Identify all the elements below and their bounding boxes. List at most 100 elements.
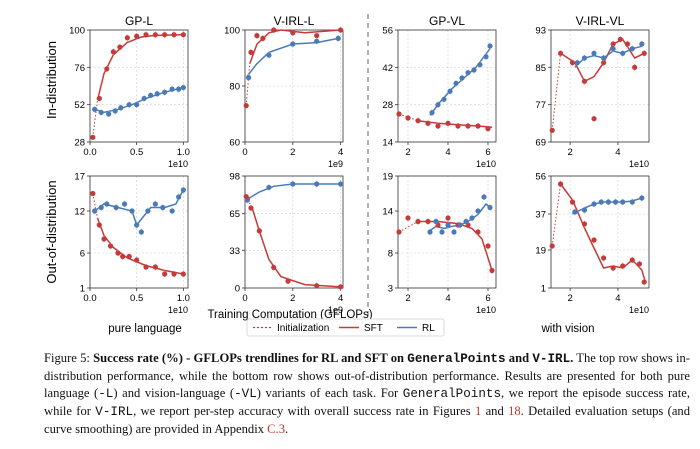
sft-point: [485, 243, 491, 249]
rl-point: [441, 96, 447, 102]
initialization-point: [243, 193, 249, 200]
y-tick-label: 100: [224, 26, 240, 37]
sft-point: [475, 123, 481, 129]
rl-point: [245, 75, 252, 81]
initialization-point: [243, 103, 249, 109]
x-tick-label: 6: [485, 293, 490, 304]
rl-series-line: [427, 202, 491, 233]
x-exponent-label: 1e10: [476, 159, 496, 169]
sft-point: [569, 199, 576, 205]
caption-gp-name: GeneralPoints: [402, 387, 502, 401]
sft-point: [171, 32, 177, 38]
x-tick-label: 1.0: [177, 147, 190, 158]
sft-point: [338, 284, 344, 290]
rl-point: [433, 218, 439, 225]
y-tick-label: 19: [535, 246, 546, 257]
y-tick-label: 93: [535, 26, 546, 37]
legend-init-label: Initialization: [277, 323, 329, 334]
rl-point: [457, 222, 463, 228]
initialization-point: [549, 127, 555, 133]
sft-point: [134, 257, 140, 263]
rl-point: [180, 84, 186, 91]
caption-text-1: The top row shows in-distribution perfor…: [44, 351, 691, 400]
rl-point: [483, 54, 489, 60]
sft-point: [96, 95, 102, 102]
sft-point: [435, 123, 441, 129]
x-tick-label: 0.5: [130, 293, 143, 304]
figure-caption: Figure 5: Success rate (%) - GFLOPs tren…: [44, 350, 690, 438]
rl-point: [145, 208, 151, 214]
rl-point: [591, 201, 597, 207]
sft-point: [107, 243, 114, 249]
y-tick-label: 56: [535, 172, 546, 183]
rl-point: [113, 204, 119, 211]
sft-point: [591, 116, 597, 122]
y-tick-label: 14: [382, 207, 393, 218]
sft-point: [254, 33, 260, 39]
panel-title: V-IRL-L: [274, 14, 315, 28]
y-tick-label: 33: [229, 246, 240, 257]
caption-ref-figure-1[interactable]: 1: [474, 404, 482, 418]
caption-ref-appendix[interactable]: C.3: [267, 422, 285, 436]
sft-point: [629, 257, 635, 263]
rl-point: [112, 108, 118, 114]
plot-frame: [550, 29, 650, 143]
sft-point: [248, 49, 254, 56]
initialization-line: [551, 53, 562, 131]
rl-point: [453, 80, 459, 86]
sft-point: [143, 264, 149, 270]
sft-point: [134, 33, 140, 39]
rl-point: [180, 187, 186, 193]
rl-series-line: [94, 189, 184, 227]
x-tick-label: 4: [615, 293, 620, 304]
rl-point: [610, 46, 616, 52]
x-tick-label: 0.5: [130, 147, 143, 158]
y-tick-label: 19: [382, 172, 393, 183]
rl-point: [335, 35, 341, 42]
caption-vl-tag: -VL: [234, 387, 257, 401]
rl-point: [620, 199, 626, 205]
initialization-line: [92, 99, 98, 138]
y-tick-label: 14: [382, 138, 393, 149]
rl-point: [152, 201, 158, 207]
caption-virl-name: V-IRL: [95, 405, 134, 419]
rl-point: [176, 86, 182, 92]
sft-point: [115, 250, 121, 256]
legend-rl-label: RL: [422, 323, 435, 334]
x-tick-label: 4: [615, 147, 620, 158]
rl-point: [471, 67, 477, 73]
sft-point: [126, 253, 132, 260]
sft-point: [581, 78, 588, 84]
rl-point: [605, 199, 611, 205]
row-label-out-of-distribution: Out-of-distribution: [44, 180, 59, 283]
rl-point: [598, 199, 604, 205]
rl-point: [92, 106, 98, 112]
rl-point: [162, 89, 168, 95]
sft-point: [101, 236, 107, 242]
rl-point: [169, 86, 175, 92]
sft-point: [405, 215, 411, 221]
y-tick-label: 6: [80, 249, 85, 260]
sft-point: [425, 120, 431, 126]
rl-point: [463, 218, 469, 225]
caption-ref-figure-18[interactable]: 18: [508, 404, 521, 418]
y-tick-label: 77: [535, 100, 546, 111]
x-axis-label: Training Computation (GFLOPs): [207, 309, 372, 321]
sft-point: [96, 222, 102, 228]
rl-point: [639, 195, 645, 201]
rl-point: [92, 208, 98, 214]
sft-point: [124, 35, 130, 41]
group-label-pure-language: pure language: [108, 323, 182, 335]
sft-point: [271, 264, 277, 271]
y-tick-label: 3: [388, 284, 393, 295]
rl-point: [290, 181, 296, 187]
x-tick-label: 2: [290, 293, 295, 304]
rl-point: [338, 181, 344, 187]
rl-point: [465, 70, 471, 76]
initialization-point: [396, 111, 402, 117]
sft-point: [600, 255, 607, 261]
y-tick-label: 60: [229, 138, 240, 149]
y-tick-label: 76: [74, 63, 85, 74]
x-tick-label: 0: [242, 147, 247, 158]
